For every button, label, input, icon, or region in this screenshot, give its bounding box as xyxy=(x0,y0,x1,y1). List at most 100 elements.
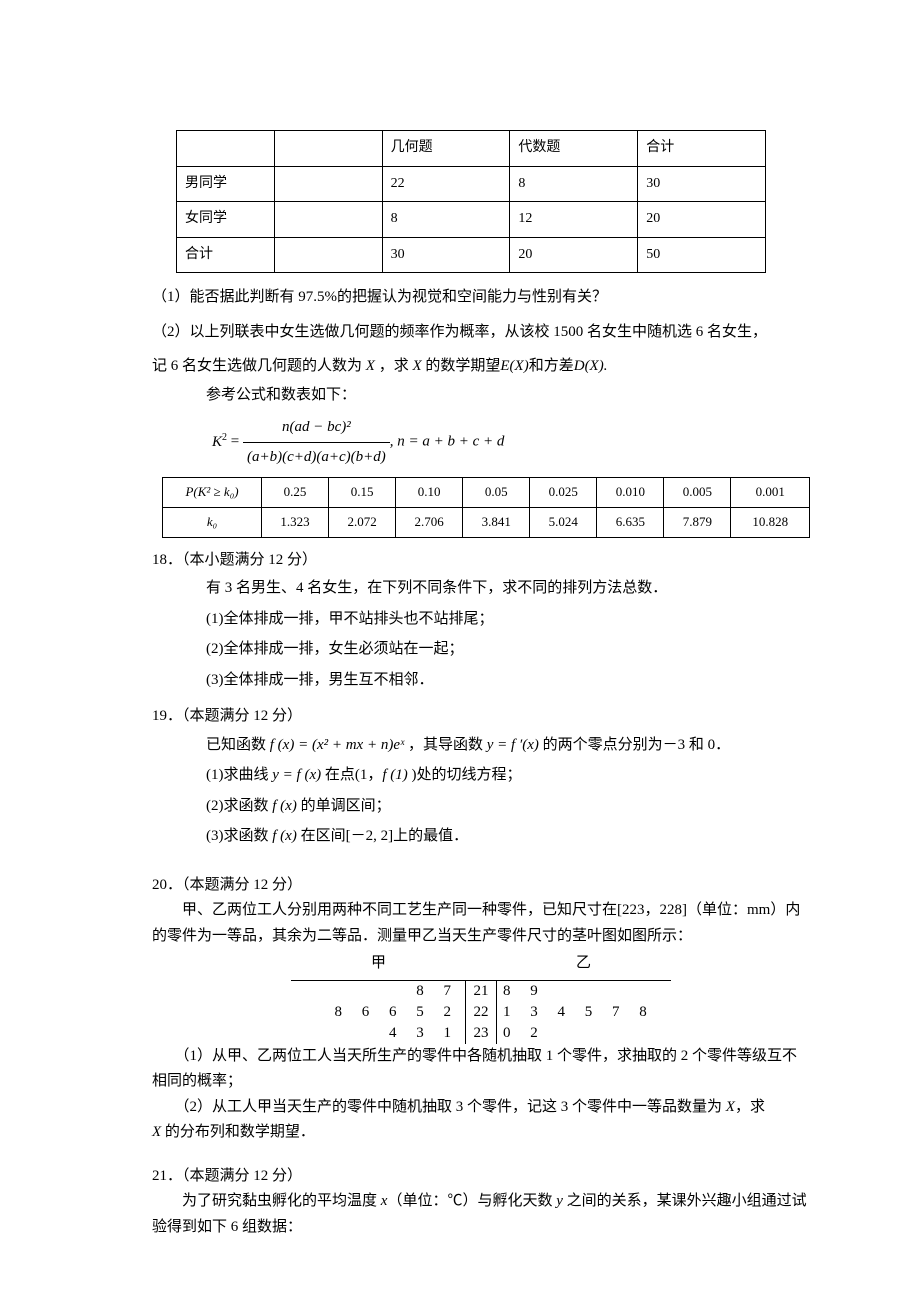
text: (2)求函数 xyxy=(206,798,272,814)
text: ，其导函数 xyxy=(404,737,487,753)
math-fprime: y = f ′(x) xyxy=(487,737,539,753)
q18-part3: (3)全体排成一排，男生互不相邻． xyxy=(152,666,810,695)
q20-part2-line2: X 的分布列和数学期望． xyxy=(152,1120,810,1146)
ct-cell: 8 xyxy=(382,202,510,238)
text: 已知函数 xyxy=(206,737,270,753)
K-symbol: K2 xyxy=(212,434,227,450)
text: （单位：℃）与孵化天数 xyxy=(387,1193,556,1209)
text: K xyxy=(212,434,222,450)
text: 的两个零点分别为－3 和 0． xyxy=(539,737,730,753)
chi2-formula: K2 = n(ad − bc)² (a+b)(c+d)(a+c)(b+d) , … xyxy=(152,413,810,471)
var-X: X xyxy=(726,1099,735,1115)
chi2-alpha: 0.15 xyxy=(329,478,396,508)
question-18: 18．（本小题满分 12 分） 有 3 名男生、4 名女生，在下列不同条件下，求… xyxy=(152,546,810,695)
text: 记 6 名女生选做几何题的人数为 xyxy=(152,358,366,374)
sl-stem: 23 xyxy=(466,1023,497,1044)
q17-part1: （1）能否据此判断有 97.5%的把握认为视觉和空间能力与性别有关？ xyxy=(152,283,810,312)
q20-part2-line1: （2）从工人甲当天生产的零件中随机抽取 3 个零件，记这 3 个零件中一等品数量… xyxy=(152,1095,810,1121)
expectation: E(X) xyxy=(500,358,528,374)
ct-header: 代数题 xyxy=(510,131,638,167)
stemleaf-row: 8 6 6 5 2 22 1 3 4 5 7 8 xyxy=(291,1002,671,1023)
stemleaf-header: 甲 乙 xyxy=(291,949,671,978)
equals: = xyxy=(231,434,243,450)
sl-stem: 21 xyxy=(466,981,497,1002)
chi2-row-label: P(K² ≥ k₀) xyxy=(163,478,262,508)
stemleaf-right-label: 乙 xyxy=(496,949,671,978)
ct-cell: 男同学 xyxy=(177,166,275,202)
fraction: n(ad − bc)² (a+b)(c+d)(a+c)(b+d) xyxy=(243,413,390,471)
math-fx: f (x) = (x² + mx + n)eˣ xyxy=(270,737,404,753)
chi2-alpha: 0.001 xyxy=(731,478,810,508)
math-fx: f (x) xyxy=(272,798,297,814)
chi2-alpha: 0.10 xyxy=(396,478,463,508)
text: 的单调区间； xyxy=(297,798,391,814)
text: )处的切线方程； xyxy=(408,767,522,783)
ct-header: 合计 xyxy=(638,131,766,167)
q19-lead: 已知函数 f (x) = (x² + mx + n)eˣ ，其导函数 y = f… xyxy=(152,731,810,760)
table-row: P(K² ≥ k₀) 0.25 0.15 0.10 0.05 0.025 0.0… xyxy=(163,478,810,508)
text: (3)求函数 xyxy=(206,828,272,844)
chi2-crit: 3.841 xyxy=(463,508,530,538)
text: 的数学期望 xyxy=(422,358,501,374)
contingency-table: 几何题 代数题 合计 男同学 22 8 30 女同学 8 12 20 合计 30… xyxy=(176,130,766,273)
q17-part2-line2: 记 6 名女生选做几何题的人数为 X ，求 X 的数学期望E(X)和方差D(X)… xyxy=(152,352,810,381)
q18-part2: (2)全体排成一排，女生必须站在一起； xyxy=(152,635,810,664)
math-f1: f (1) xyxy=(382,767,407,783)
sl-right: 0 2 xyxy=(497,1023,671,1044)
exam-page: 几何题 代数题 合计 男同学 22 8 30 女同学 8 12 20 合计 30… xyxy=(0,0,920,1302)
q19-part2: (2)求函数 f (x) 的单调区间； xyxy=(152,792,810,821)
q20-number: 20．（本题满分 12 分） xyxy=(152,873,810,899)
q20-para1: 甲、乙两位工人分别用两种不同工艺生产同一种零件，已知尺寸在[223，228]（单… xyxy=(152,898,810,949)
chi2-crit: 6.635 xyxy=(597,508,664,538)
formula-tail: , n = a + b + c + d xyxy=(390,434,505,450)
q21-number: 21．（本题满分 12 分） xyxy=(152,1164,810,1190)
stemleaf-mid-gap xyxy=(466,949,496,978)
exponent-2: 2 xyxy=(222,432,227,443)
ct-cell: 30 xyxy=(638,166,766,202)
ct-cell: 20 xyxy=(510,237,638,273)
q18-number: 18．（本小题满分 12 分） xyxy=(152,546,810,575)
table-row: 男同学 22 8 30 xyxy=(177,166,766,202)
math-yfx: y = f (x) xyxy=(272,767,321,783)
sl-right: 8 9 xyxy=(497,981,671,1002)
chi2-alpha: 0.05 xyxy=(463,478,530,508)
q19-part3: (3)求函数 f (x) 在区间[－2, 2]上的最值． xyxy=(152,822,810,851)
text: ，求 xyxy=(375,358,413,374)
ct-cell: 合计 xyxy=(177,237,275,273)
chi2-crit: 2.706 xyxy=(396,508,463,538)
table-row: 女同学 8 12 20 xyxy=(177,202,766,238)
table-row: 几何题 代数题 合计 xyxy=(177,131,766,167)
sl-stem: 22 xyxy=(466,1002,497,1023)
sl-left: 4 3 1 xyxy=(291,1023,466,1044)
ct-cell: 20 xyxy=(638,202,766,238)
denominator: (a+b)(c+d)(a+c)(b+d) xyxy=(243,443,390,472)
q19-part1: (1)求曲线 y = f (x) 在点(1，f (1) )处的切线方程； xyxy=(152,761,810,790)
q20-part1: （1）从甲、乙两位工人当天所生产的零件中各随机抽取 1 个零件，求抽取的 2 个… xyxy=(152,1044,810,1095)
var-X: X xyxy=(152,1124,161,1140)
text: 为了研究黏虫孵化的平均温度 xyxy=(152,1193,381,1209)
ct-header xyxy=(274,131,382,167)
chi2-critical-table: P(K² ≥ k₀) 0.25 0.15 0.10 0.05 0.025 0.0… xyxy=(162,477,810,537)
variance: D(X). xyxy=(574,358,608,374)
text: ，求 xyxy=(735,1099,765,1115)
chi2-alpha: 0.005 xyxy=(664,478,731,508)
chi2-crit: 5.024 xyxy=(530,508,597,538)
chi2-crit: 1.323 xyxy=(262,508,329,538)
table-row: 合计 30 20 50 xyxy=(177,237,766,273)
text: （2）从工人甲当天生产的零件中随机抽取 3 个零件，记这 3 个零件中一等品数量… xyxy=(152,1099,726,1115)
q17-part2-line1: （2）以上列联表中女生选做几何题的频率作为概率，从该校 1500 名女生中随机选… xyxy=(152,318,810,347)
question-19: 19．（本题满分 12 分） 已知函数 f (x) = (x² + mx + n… xyxy=(152,702,810,851)
q19-number: 19．（本题满分 12 分） xyxy=(152,702,810,731)
ct-cell: 22 xyxy=(382,166,510,202)
sl-right: 1 3 4 5 7 8 xyxy=(497,1002,671,1023)
ct-cell xyxy=(274,202,382,238)
ct-cell: 8 xyxy=(510,166,638,202)
numerator: n(ad − bc)² xyxy=(243,413,390,443)
reference-label: 参考公式和数表如下： xyxy=(152,381,810,410)
sl-left: 8 6 6 5 2 xyxy=(291,1002,466,1023)
math-fx: f (x) xyxy=(272,828,297,844)
ct-cell: 12 xyxy=(510,202,638,238)
ct-cell: 30 xyxy=(382,237,510,273)
ct-cell xyxy=(274,237,382,273)
text: 和方差 xyxy=(529,358,574,374)
